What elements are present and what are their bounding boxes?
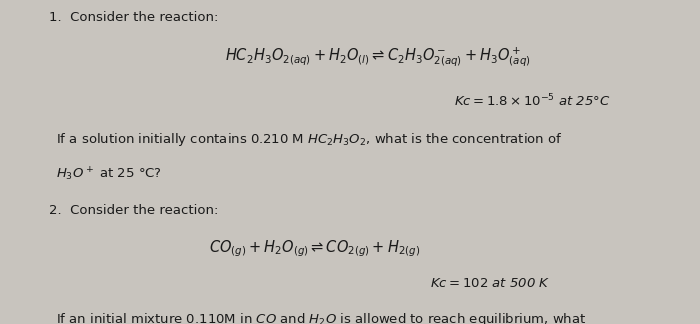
- Text: 1.  Consider the reaction:: 1. Consider the reaction:: [49, 11, 218, 24]
- Text: $H_3O^+$ at 25 °C?: $H_3O^+$ at 25 °C?: [56, 165, 162, 183]
- Text: If an initial mixture 0.110M in $CO$ and $H_2O$ is allowed to reach equilibrium,: If an initial mixture 0.110M in $CO$ and…: [56, 311, 587, 324]
- Text: $CO_{(g)} + H_2O_{(g)} \rightleftharpoons CO_{2(g)} + H_{2(g)}$: $CO_{(g)} + H_2O_{(g)} \rightleftharpoon…: [209, 238, 421, 259]
- Text: $Kc = 102$ at 500 K: $Kc = 102$ at 500 K: [430, 277, 550, 290]
- Text: $Kc = 1.8 \times 10^{-5}$ at 25°C: $Kc = 1.8 \times 10^{-5}$ at 25°C: [454, 92, 610, 109]
- Text: If a solution initially contains 0.210 M $HC_2H_3O_2$, what is the concentration: If a solution initially contains 0.210 M…: [56, 131, 563, 148]
- Text: $HC_2H_3O_{2(aq)} + H_2O_{(l)} \rightleftharpoons C_2H_3O^-_{2(aq)} + H_3O^+_{(a: $HC_2H_3O_{2(aq)} + H_2O_{(l)} \rightlef…: [225, 45, 531, 69]
- Text: 2.  Consider the reaction:: 2. Consider the reaction:: [49, 204, 218, 217]
